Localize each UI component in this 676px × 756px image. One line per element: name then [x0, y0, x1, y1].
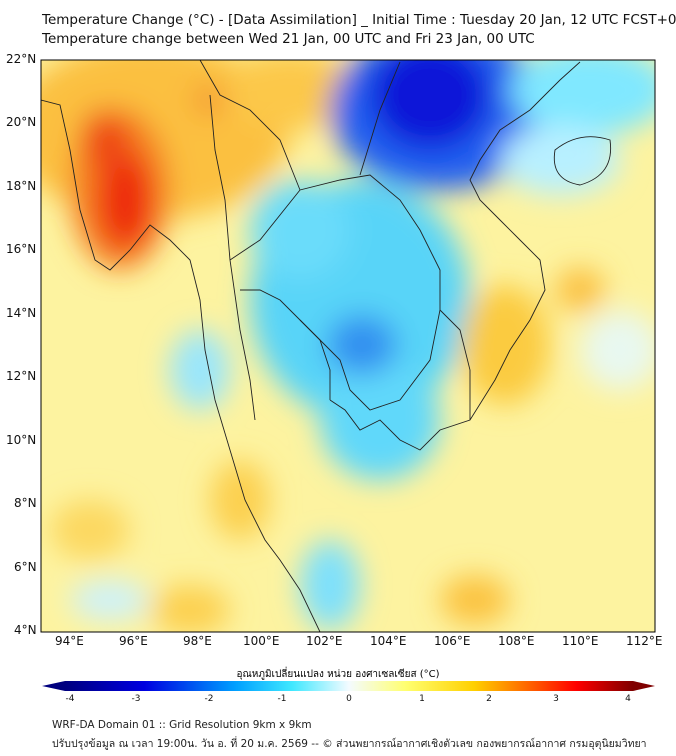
lat-label: 10°N [6, 433, 37, 447]
colorbar-tick: 4 [625, 694, 631, 704]
lat-label: 12°N [6, 369, 37, 383]
footer-credit: ปรับปรุงข้อมูล ณ เวลา 19:00น. วัน อ. ที่… [52, 738, 647, 750]
lat-label: 20°N [6, 115, 37, 129]
lon-label: 96°E [119, 634, 148, 648]
lat-label: 4°N [14, 623, 37, 637]
lon-label: 102°E [306, 634, 343, 648]
colorbar-tick: 1 [419, 694, 425, 704]
lon-label: 98°E [183, 634, 212, 648]
colorbar-tick: -4 [65, 694, 75, 704]
footer-model-info: WRF-DA Domain 01 :: Grid Resolution 9km … [52, 719, 312, 731]
lon-label: 108°E [498, 634, 535, 648]
temperature-field [41, 60, 655, 632]
map-frame [40, 59, 656, 633]
coastlines-and-borders [41, 60, 612, 632]
lon-label: 100°E [243, 634, 280, 648]
lon-label: 94°E [55, 634, 84, 648]
lon-label: 104°E [370, 634, 407, 648]
map-subtitle: Temperature change between Wed 21 Jan, 0… [42, 31, 535, 47]
lat-label: 14°N [6, 306, 37, 320]
lon-label: 112°E [626, 634, 663, 648]
lat-label: 8°N [14, 496, 37, 510]
lat-label: 16°N [6, 242, 37, 256]
colorbar-title: อุณหภูมิเปลี่ยนแปลง หน่วย องศาเซลเซียส (… [236, 669, 440, 680]
colorbar-min-extend [42, 681, 65, 691]
map-title: Temperature Change (°C) - [Data Assimila… [42, 12, 676, 28]
colorbar-tick: -1 [277, 694, 287, 704]
lon-label: 110°E [562, 634, 599, 648]
colorbar-tick: -3 [131, 694, 141, 704]
colorbar-tick: -2 [204, 694, 214, 704]
lat-label: 6°N [14, 560, 37, 574]
colorbar-tick: 0 [346, 694, 352, 704]
lat-label: 22°N [6, 52, 37, 66]
colorbar [65, 681, 633, 691]
colorbar-tick: 2 [486, 694, 492, 704]
lon-label: 106°E [434, 634, 471, 648]
colorbar-max-extend [633, 681, 655, 691]
colorbar-tick: 3 [553, 694, 559, 704]
lat-label: 18°N [6, 179, 37, 193]
